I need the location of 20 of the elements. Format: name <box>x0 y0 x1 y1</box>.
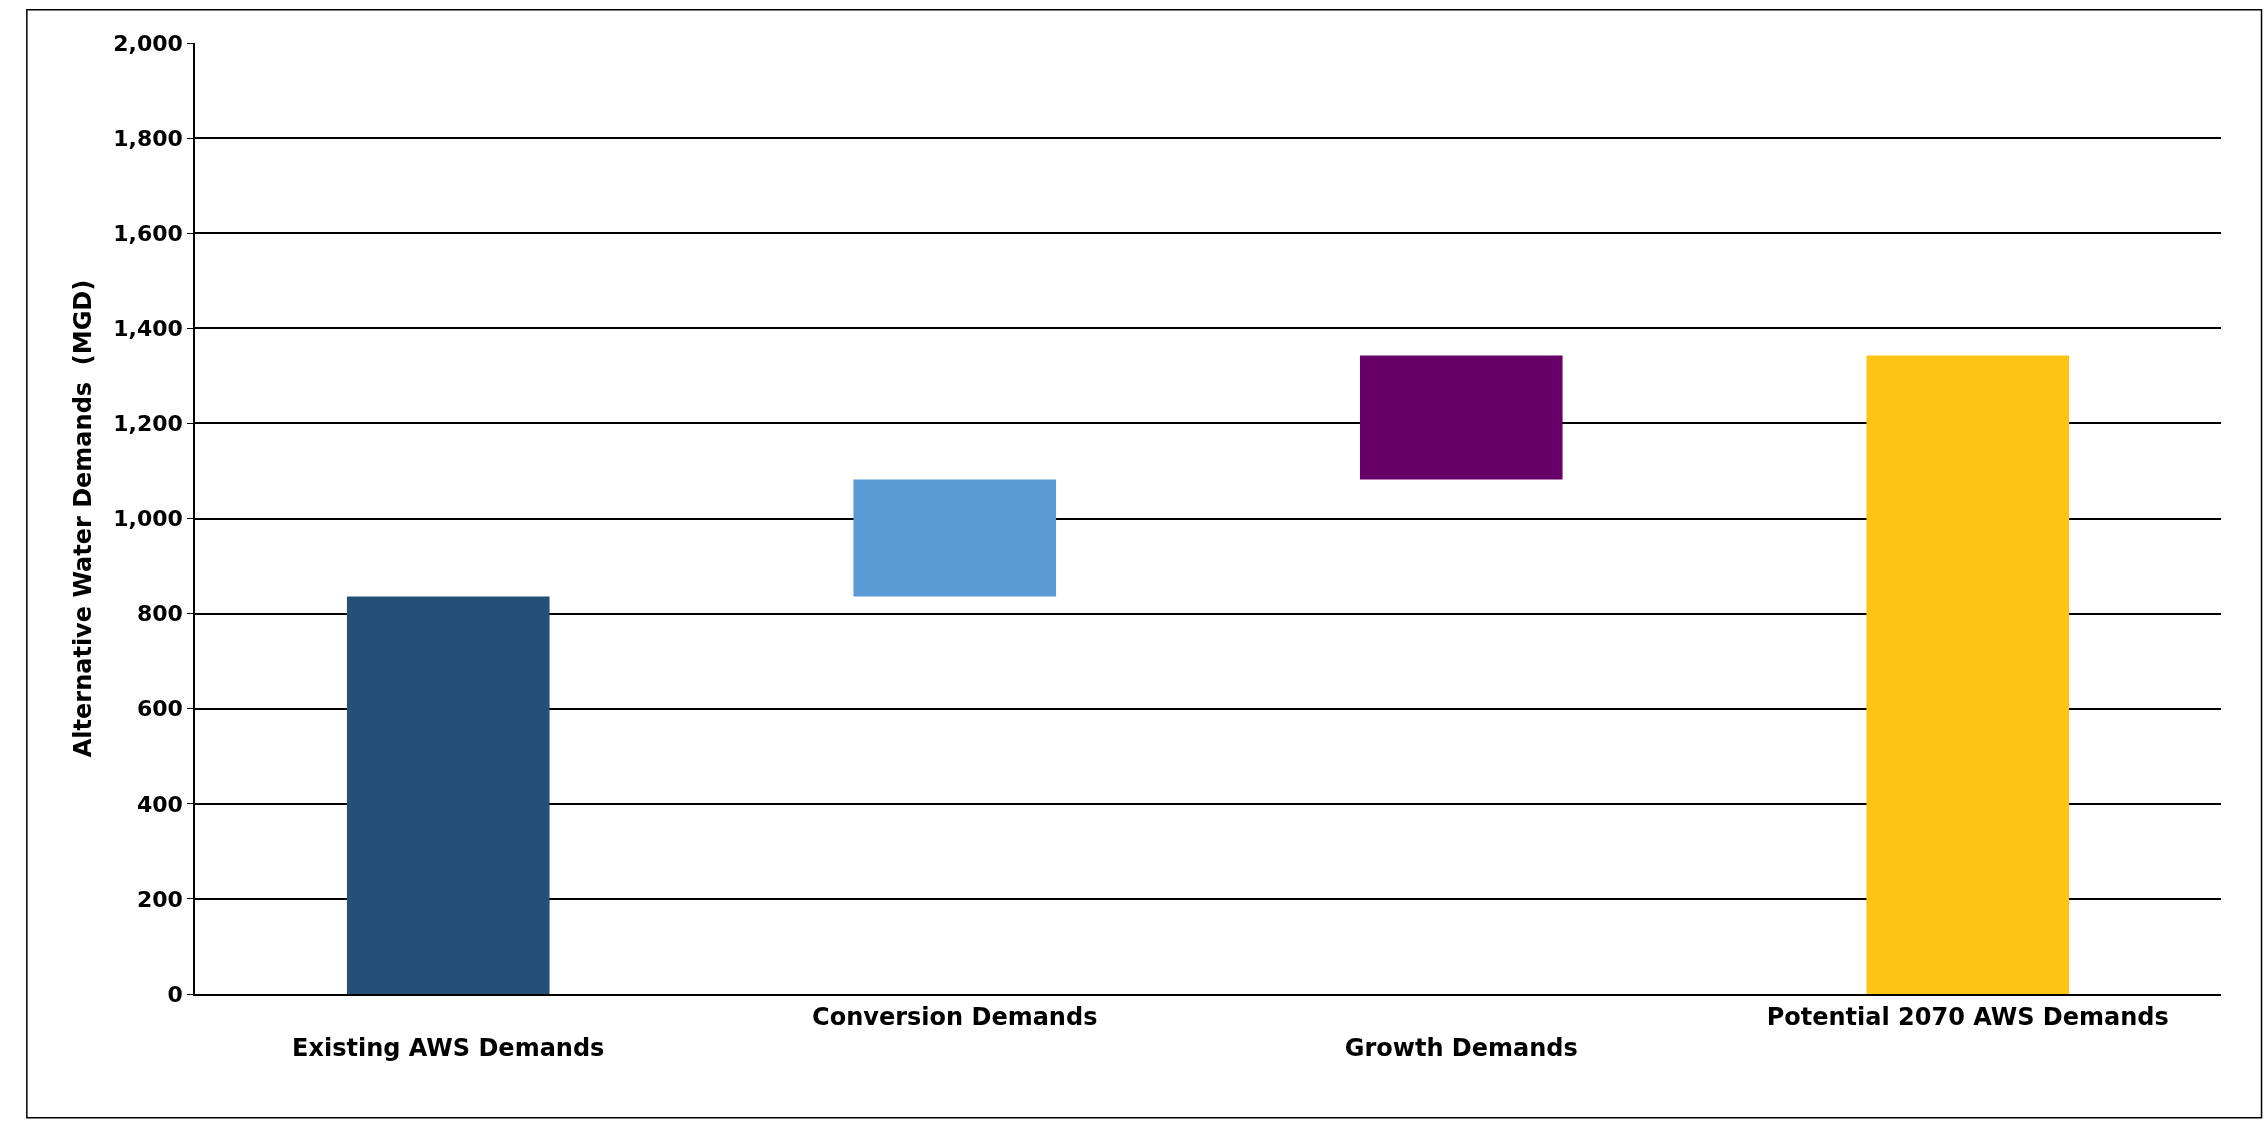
bar <box>1359 355 1563 480</box>
y-tick-label: 800 <box>136 601 183 627</box>
y-tick-label: 1,800 <box>113 125 183 151</box>
y-tick-label: 0 <box>167 981 183 1007</box>
bar <box>346 596 550 994</box>
bar <box>1866 355 2070 994</box>
x-tick-label: Growth Demands <box>1344 1033 1578 1062</box>
y-tick-label: 1,000 <box>113 506 183 532</box>
y-tick-label: 200 <box>136 886 183 912</box>
y-tick-label: 1,400 <box>113 316 183 341</box>
y-tick-label: 1,200 <box>113 411 183 437</box>
x-tick-label: Existing AWS Demands <box>292 1033 605 1062</box>
y-tick-label: 2,000 <box>113 30 183 56</box>
y-axis-title: Alternative Water Demands (MGD) <box>68 279 97 758</box>
bar <box>853 479 1057 597</box>
y-tick-label: 400 <box>136 791 183 817</box>
y-tick-label: 600 <box>136 696 183 722</box>
x-tick-label: Potential 2070 AWS Demands <box>1766 1002 2169 1031</box>
y-tick-label: 1,600 <box>113 220 183 246</box>
x-tick-label: Conversion Demands <box>812 1002 1098 1031</box>
